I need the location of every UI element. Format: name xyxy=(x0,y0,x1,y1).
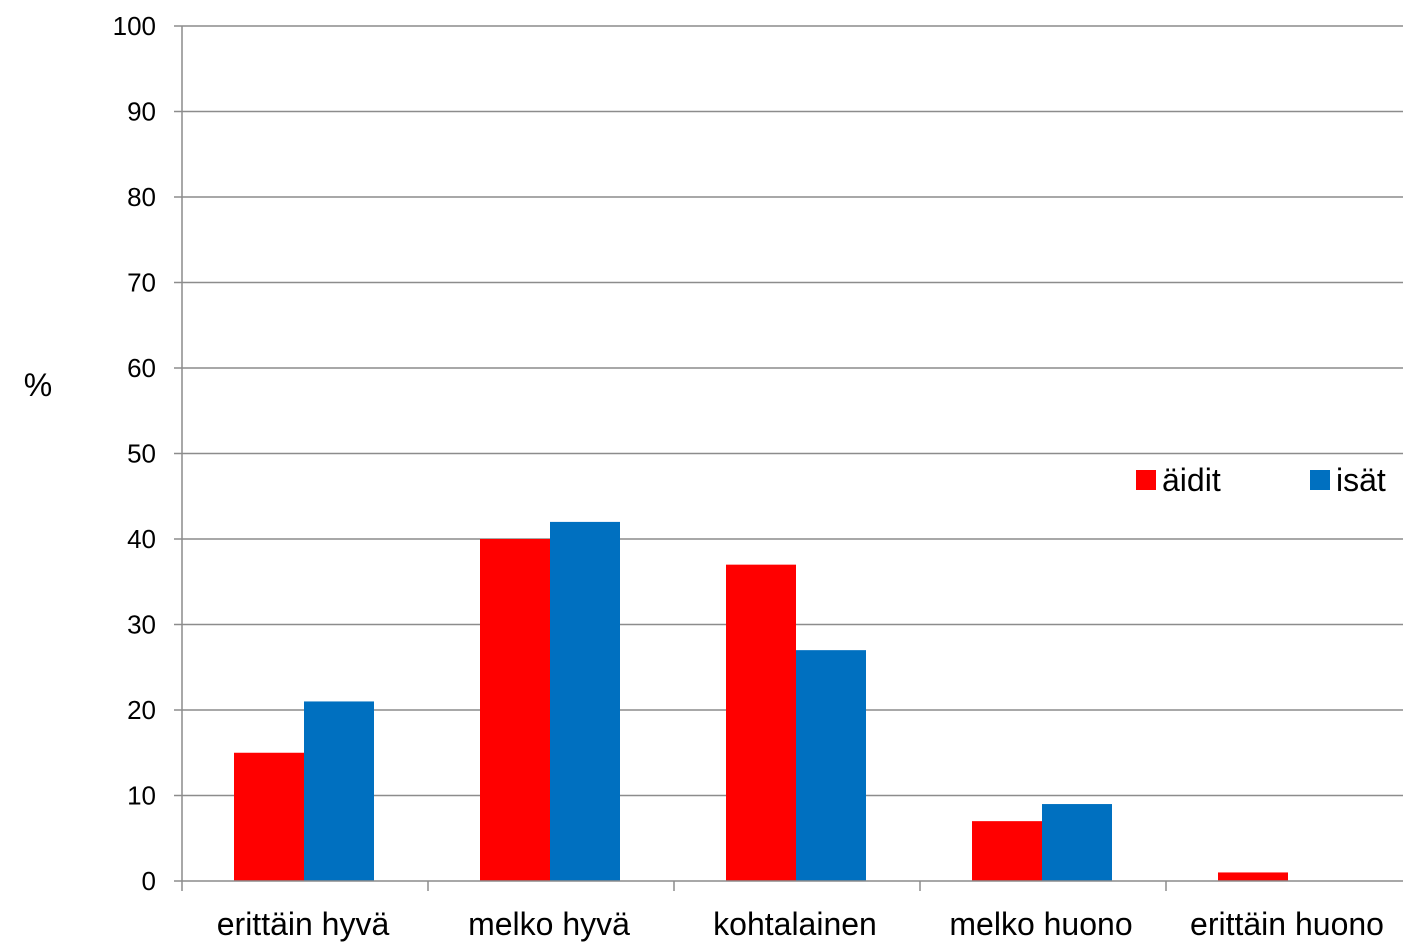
y-tick-label: 90 xyxy=(127,97,156,127)
y-tick-label: 0 xyxy=(142,866,156,896)
x-tick-label: melko huono xyxy=(949,906,1132,942)
y-tick-label: 70 xyxy=(127,268,156,298)
bar-aidit xyxy=(480,539,550,881)
gridlines xyxy=(182,25,1403,797)
legend-swatch xyxy=(1310,470,1330,490)
bar-aidit xyxy=(972,821,1042,881)
bar-aidit xyxy=(1218,872,1288,881)
y-tick-label: 60 xyxy=(127,353,156,383)
legend-label: isät xyxy=(1336,462,1386,498)
bar-isat xyxy=(796,650,866,881)
axes xyxy=(181,26,1403,891)
x-tick-label: kohtalainen xyxy=(713,906,877,942)
y-tick-label: 10 xyxy=(127,781,156,811)
y-tick-label: 100 xyxy=(113,11,156,41)
bar-aidit xyxy=(726,564,796,881)
legend: äidit isät xyxy=(1136,462,1386,498)
x-tick-label: erittäin huono xyxy=(1190,906,1384,942)
bar-isat xyxy=(1042,804,1112,881)
bar-isat xyxy=(550,521,620,881)
y-tick-label: 50 xyxy=(127,439,156,469)
y-tick-label: 40 xyxy=(127,524,156,554)
x-tick-label: melko hyvä xyxy=(468,906,630,942)
x-axis-labels: erittäin hyvä melko hyvä kohtalainen melko … xyxy=(217,906,1384,942)
bars xyxy=(234,521,1288,881)
y-tick-label: 20 xyxy=(127,695,156,725)
y-tick-label: 80 xyxy=(127,182,156,212)
bar-aidit xyxy=(234,752,304,881)
bar-isat xyxy=(304,701,374,881)
x-tick-label: erittäin hyvä xyxy=(217,906,390,942)
y-axis-ticks: 0 10 20 30 40 50 60 70 80 90 100 xyxy=(113,11,182,896)
y-tick-label: 30 xyxy=(127,610,156,640)
y-axis-label: % xyxy=(24,367,52,403)
legend-label: äidit xyxy=(1162,462,1221,498)
legend-swatch xyxy=(1136,470,1156,490)
